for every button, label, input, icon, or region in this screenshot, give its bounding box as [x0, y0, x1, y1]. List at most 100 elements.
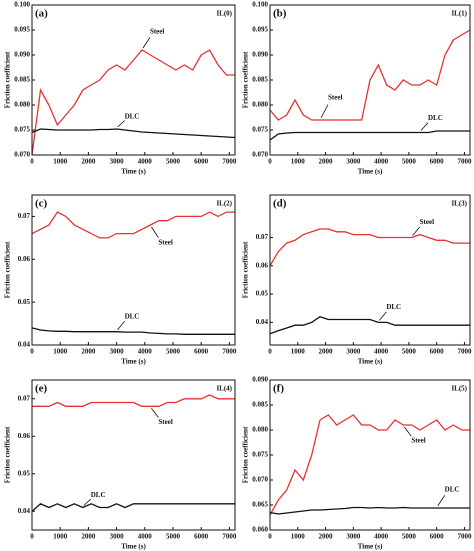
series-label: DLC — [445, 486, 460, 494]
x-tick-label: 1000 — [53, 158, 68, 166]
y-tick-label: 0.07 — [18, 394, 31, 402]
series-line — [31, 128, 236, 139]
y-tick-label: 0.095 — [252, 26, 268, 34]
x-tick-label: 1000 — [291, 348, 306, 356]
series-line — [31, 503, 235, 512]
x-tick-label: 2000 — [319, 533, 334, 541]
plot-frame — [269, 4, 471, 156]
arrow — [117, 120, 125, 128]
panel-label: (b) — [273, 8, 287, 20]
y-tick-label: 0.060 — [252, 526, 268, 534]
x-tick-label: 3000 — [346, 158, 361, 166]
series-label: Steel — [328, 94, 342, 102]
x-tick-label: 5000 — [402, 158, 417, 166]
x-axis-label: Time (s) — [358, 168, 383, 176]
y-tick-label: 0.070 — [252, 476, 268, 484]
x-tick-label: 5000 — [166, 348, 181, 356]
panel-label: (e) — [35, 383, 48, 395]
series-label: DLC — [125, 113, 140, 121]
panel-annotation: IL(2) — [216, 200, 232, 208]
panel-annotation: IL(0) — [216, 10, 232, 18]
series-label: DLC — [91, 491, 106, 499]
y-tick-label: 0.070 — [252, 151, 268, 159]
y-tick-label: 0.100 — [252, 1, 268, 9]
x-tick-label: 0 — [268, 533, 272, 541]
series-line — [32, 394, 235, 407]
y-tick-label: 0.05 — [256, 290, 269, 298]
x-tick-label: 2000 — [81, 158, 96, 166]
x-tick-label: 3000 — [110, 533, 125, 541]
series-label: DLC — [386, 303, 401, 311]
series-label: DLC — [125, 312, 140, 320]
x-tick-label: 1000 — [291, 533, 306, 541]
y-tick-label: 0.070 — [14, 151, 30, 159]
x-axis-label: Time (s) — [121, 358, 146, 366]
x-tick-label: 4000 — [374, 348, 389, 356]
series-line — [31, 211, 235, 239]
y-tick-label: 0.080 — [252, 426, 268, 434]
arrow — [379, 311, 387, 321]
y-tick-label: 0.085 — [14, 76, 30, 84]
x-tick-label: 1000 — [291, 158, 306, 166]
panel-annotation: IL(5) — [451, 385, 467, 393]
x-tick-label: 6000 — [430, 158, 445, 166]
x-axis-label: Time (s) — [358, 543, 383, 551]
x-tick-label: 5000 — [402, 533, 417, 541]
series-line — [31, 327, 235, 335]
arrow — [420, 122, 429, 131]
arrow — [404, 426, 412, 437]
x-tick-label: 6000 — [194, 158, 209, 166]
x-tick-label: 6000 — [430, 533, 445, 541]
arrow — [83, 498, 92, 506]
x-tick-label: 3000 — [110, 158, 125, 166]
arrow — [151, 226, 159, 238]
y-tick-label: 0.065 — [252, 501, 268, 509]
x-tick-label: 4000 — [374, 533, 389, 541]
x-tick-label: 2000 — [81, 348, 96, 356]
x-tick-label: 0 — [30, 533, 34, 541]
x-tick-label: 0 — [30, 158, 34, 166]
series-label: Steel — [150, 28, 164, 36]
x-tick-label: 6000 — [194, 348, 209, 356]
series-line — [269, 414, 470, 516]
y-tick-label: 0.05 — [18, 469, 31, 477]
series-label: DLC — [428, 114, 443, 122]
y-axis-label: Friction coefficient — [4, 426, 12, 483]
panel-label: (f) — [273, 383, 284, 395]
x-tick-label: 7000 — [457, 348, 472, 356]
x-tick-label: 1000 — [53, 533, 68, 541]
panel-label: (d) — [273, 198, 287, 210]
panel-annotation: IL(3) — [451, 200, 467, 208]
series-line — [269, 228, 470, 267]
x-tick-label: 5000 — [402, 348, 417, 356]
y-tick-label: 0.04 — [18, 341, 31, 349]
series-line — [269, 506, 470, 515]
x-tick-label: 3000 — [110, 348, 125, 356]
x-tick-label: 6000 — [194, 533, 209, 541]
arrow — [117, 320, 125, 330]
y-tick-label: 0.080 — [14, 101, 30, 109]
x-tick-label: 2000 — [319, 158, 334, 166]
y-tick-label: 0.06 — [18, 255, 31, 263]
y-tick-label: 0.075 — [252, 451, 268, 459]
y-tick-label: 0.06 — [18, 432, 31, 440]
x-tick-label: 5000 — [166, 158, 181, 166]
y-tick-label: 0.04 — [256, 318, 269, 326]
y-tick-label: 0.05 — [18, 298, 31, 306]
x-tick-label: 5000 — [166, 533, 181, 541]
arrow — [151, 408, 159, 418]
series-label: Steel — [158, 239, 172, 247]
series-label: Steel — [158, 418, 172, 426]
y-axis-label: Friction coefficient — [242, 426, 250, 483]
y-tick-label: 0.06 — [256, 261, 269, 269]
y-axis-label: Friction coefficient — [4, 51, 12, 108]
x-tick-label: 1000 — [53, 348, 68, 356]
x-tick-label: 4000 — [138, 348, 153, 356]
plot-frame — [269, 379, 471, 531]
y-axis-label: Friction coefficient — [242, 51, 250, 108]
plot-frame — [269, 194, 471, 346]
y-axis-label: Friction coefficient — [4, 241, 12, 298]
x-tick-label: 4000 — [138, 533, 153, 541]
y-tick-label: 0.04 — [18, 507, 31, 515]
